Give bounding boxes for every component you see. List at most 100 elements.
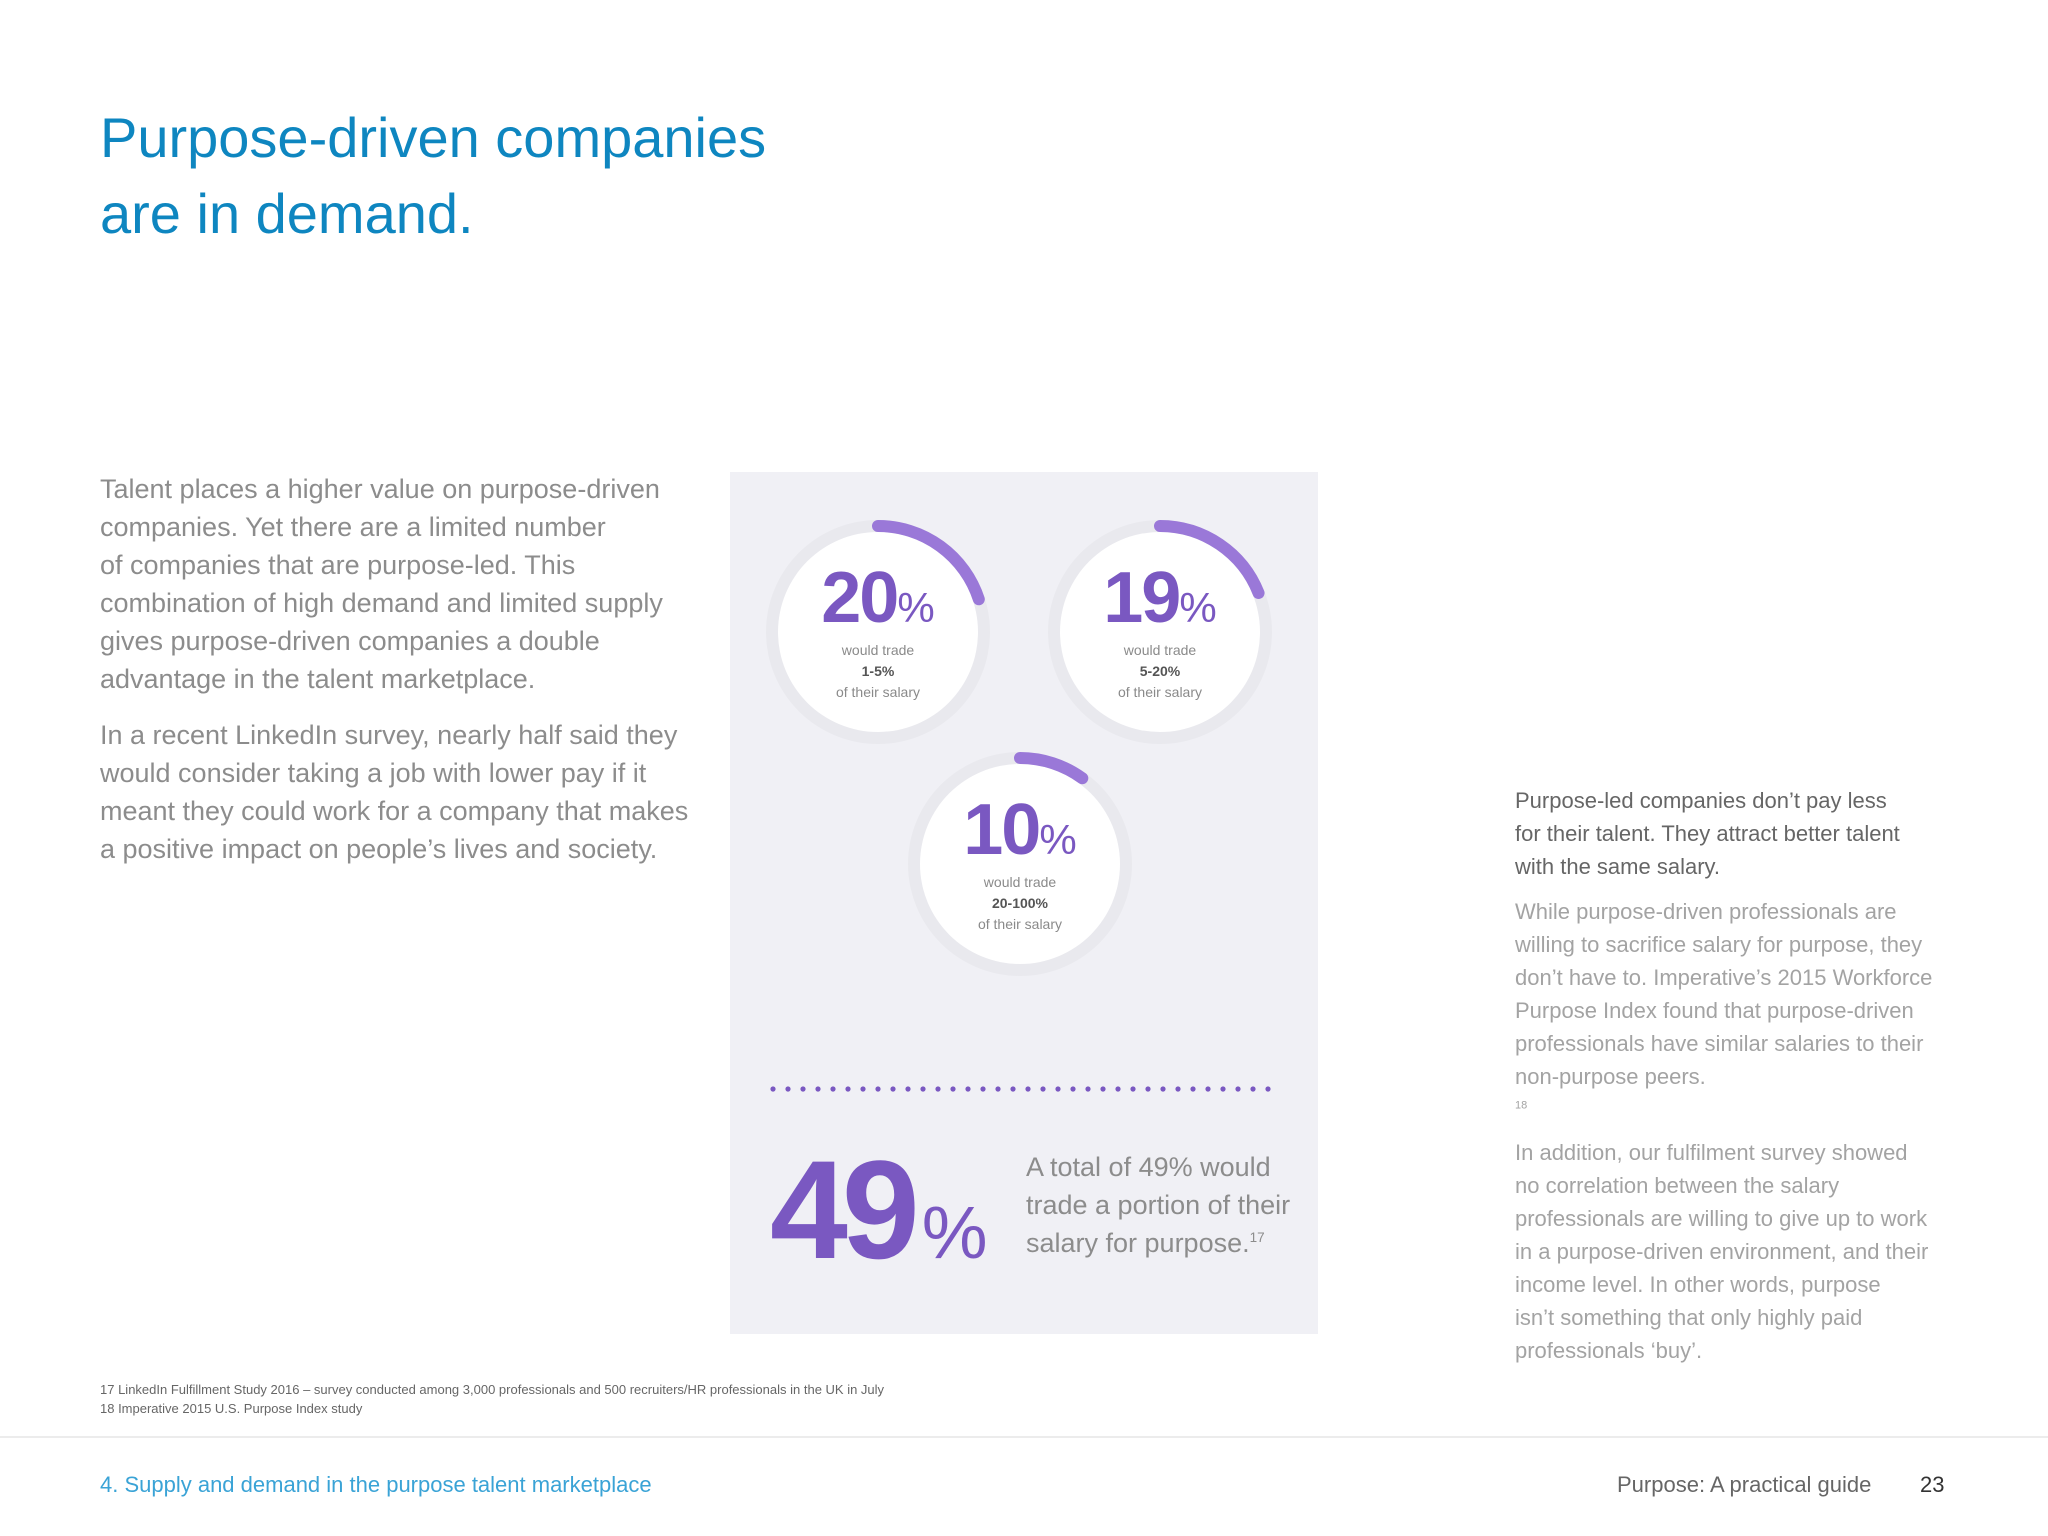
total-caption-text: salary for purpose.: [1026, 1228, 1250, 1258]
divider-dot: [800, 1086, 805, 1091]
stat-circle-2: 19% would trade 5-20% of their salary: [1040, 512, 1280, 752]
stat-number: 19: [1103, 558, 1179, 638]
intro-paragraph-2: In a recent LinkedIn survey, nearly half…: [100, 716, 700, 868]
body-line: professionals are willing to give up to …: [1515, 1202, 1975, 1235]
total-stat: 49%: [770, 1140, 988, 1303]
body-line: While purpose-driven professionals are: [1515, 895, 1975, 928]
section-title: 4. Supply and demand in the purpose tale…: [100, 1472, 652, 1498]
stat-label: of their salary: [836, 682, 920, 703]
divider-dot: [1220, 1086, 1225, 1091]
divider-dot: [965, 1086, 970, 1091]
divider-dot: [770, 1086, 775, 1091]
total-caption: A total of 49% would trade a portion of …: [1026, 1148, 1306, 1262]
lead-line: for their talent. They attract better ta…: [1515, 817, 1975, 850]
lead-statement: Purpose-led companies don’t pay less for…: [1515, 784, 1975, 883]
total-stat-unit: %: [922, 1191, 988, 1274]
intro-p2-line: meant they could work for a company that…: [100, 792, 700, 830]
divider-dot: [1175, 1086, 1180, 1091]
intro-paragraph-1: Talent places a higher value on purpose-…: [100, 470, 700, 698]
divider-dot: [1115, 1086, 1120, 1091]
intro-p1-line: combination of high demand and limited s…: [100, 584, 700, 622]
stat-range: 20-100%: [978, 893, 1062, 914]
body-text: non-purpose peers.: [1515, 1060, 1975, 1093]
stat-description-2: would trade 5-20% of their salary: [1118, 640, 1202, 703]
divider-dot: [1010, 1086, 1015, 1091]
divider-dot: [875, 1086, 880, 1091]
divider-dot: [935, 1086, 940, 1091]
divider-dot: [785, 1086, 790, 1091]
body-line: professionals have similar salaries to t…: [1515, 1027, 1975, 1060]
total-caption-line: A total of 49% would: [1026, 1148, 1306, 1186]
intro-p2-line: a positive impact on people’s lives and …: [100, 830, 700, 868]
divider-dot: [845, 1086, 850, 1091]
body-line: income level. In other words, purpose: [1515, 1268, 1975, 1301]
lead-line: with the same salary.: [1515, 850, 1975, 883]
stat-unit: %: [897, 584, 934, 631]
dotted-divider: [770, 1084, 1280, 1094]
divider-dot: [1265, 1086, 1270, 1091]
body-line: no correlation between the salary: [1515, 1169, 1975, 1202]
divider-dot: [1190, 1086, 1195, 1091]
footnote-18: 18 Imperative 2015 U.S. Purpose Index st…: [100, 1399, 884, 1418]
divider-dot: [860, 1086, 865, 1091]
page-title: Purpose-driven companies are in demand.: [100, 100, 860, 252]
stat-label: would trade: [836, 640, 920, 661]
body-line: non-purpose peers. 18: [1515, 1060, 1975, 1126]
body-line: In addition, our fulfilment survey showe…: [1515, 1136, 1975, 1169]
stat-content-3: 10% would trade 20-100% of their salary: [900, 744, 1140, 984]
footnote-ref: 18: [1515, 1100, 1527, 1112]
stats-panel: 20% would trade 1-5% of their salary 19%…: [730, 472, 1318, 1334]
total-caption-line: trade a portion of their: [1026, 1186, 1306, 1224]
divider-dot: [1085, 1086, 1090, 1091]
divider-dot: [1100, 1086, 1105, 1091]
stat-number: 20: [821, 558, 897, 638]
divider-dot: [1160, 1086, 1165, 1091]
body-line: in a purpose-driven environment, and the…: [1515, 1235, 1975, 1268]
stat-value-2: 19%: [1103, 562, 1216, 634]
divider-dot: [1070, 1086, 1075, 1091]
intro-p1-line: companies. Yet there are a limited numbe…: [100, 508, 700, 546]
divider-dot: [1145, 1086, 1150, 1091]
divider-dot: [1250, 1086, 1255, 1091]
intro-p1-line: advantage in the talent marketplace.: [100, 660, 700, 698]
total-stat-number: 49: [770, 1131, 914, 1288]
lead-line: Purpose-led companies don’t pay less: [1515, 784, 1975, 817]
body-line: Purpose Index found that purpose-driven: [1515, 994, 1975, 1027]
page-number: 23: [1920, 1472, 1944, 1498]
divider-dot: [920, 1086, 925, 1091]
footnotes: 17 LinkedIn Fulfillment Study 2016 – sur…: [100, 1380, 884, 1418]
divider-dot: [950, 1086, 955, 1091]
stat-label: of their salary: [978, 914, 1062, 935]
footer-divider: [0, 1436, 2048, 1438]
intro-p1-line: gives purpose-driven companies a double: [100, 622, 700, 660]
intro-p1-line: of companies that are purpose-led. This: [100, 546, 700, 584]
body-line: isn’t something that only highly paid: [1515, 1301, 1975, 1334]
intro-p1-line: Talent places a higher value on purpose-…: [100, 470, 700, 508]
body-line: willing to sacrifice salary for purpose,…: [1515, 928, 1975, 961]
stat-content-1: 20% would trade 1-5% of their salary: [758, 512, 998, 752]
guide-title: Purpose: A practical guide: [1617, 1472, 1871, 1498]
stat-range: 1-5%: [836, 661, 920, 682]
right-paragraph-2: In addition, our fulfilment survey showe…: [1515, 1136, 1975, 1367]
footnote-17: 17 LinkedIn Fulfillment Study 2016 – sur…: [100, 1380, 884, 1399]
page-title-line-1: Purpose-driven companies: [100, 100, 860, 176]
stat-circle-1: 20% would trade 1-5% of their salary: [758, 512, 998, 752]
stat-description-1: would trade 1-5% of their salary: [836, 640, 920, 703]
divider-dot: [1235, 1086, 1240, 1091]
stat-range: 5-20%: [1118, 661, 1202, 682]
divider-dot: [1025, 1086, 1030, 1091]
divider-dot: [980, 1086, 985, 1091]
stat-value-1: 20%: [821, 562, 934, 634]
stat-description-3: would trade 20-100% of their salary: [978, 872, 1062, 935]
intro-p2-line: In a recent LinkedIn survey, nearly half…: [100, 716, 700, 754]
divider-dot: [815, 1086, 820, 1091]
stat-label: would trade: [978, 872, 1062, 893]
intro-p2-line: would consider taking a job with lower p…: [100, 754, 700, 792]
divider-dot: [1040, 1086, 1045, 1091]
divider-dot: [1205, 1086, 1210, 1091]
body-line: professionals ‘buy’.: [1515, 1334, 1975, 1367]
divider-dot: [995, 1086, 1000, 1091]
divider-dot: [1055, 1086, 1060, 1091]
stat-number: 10: [963, 790, 1039, 870]
body-line: don’t have to. Imperative’s 2015 Workfor…: [1515, 961, 1975, 994]
